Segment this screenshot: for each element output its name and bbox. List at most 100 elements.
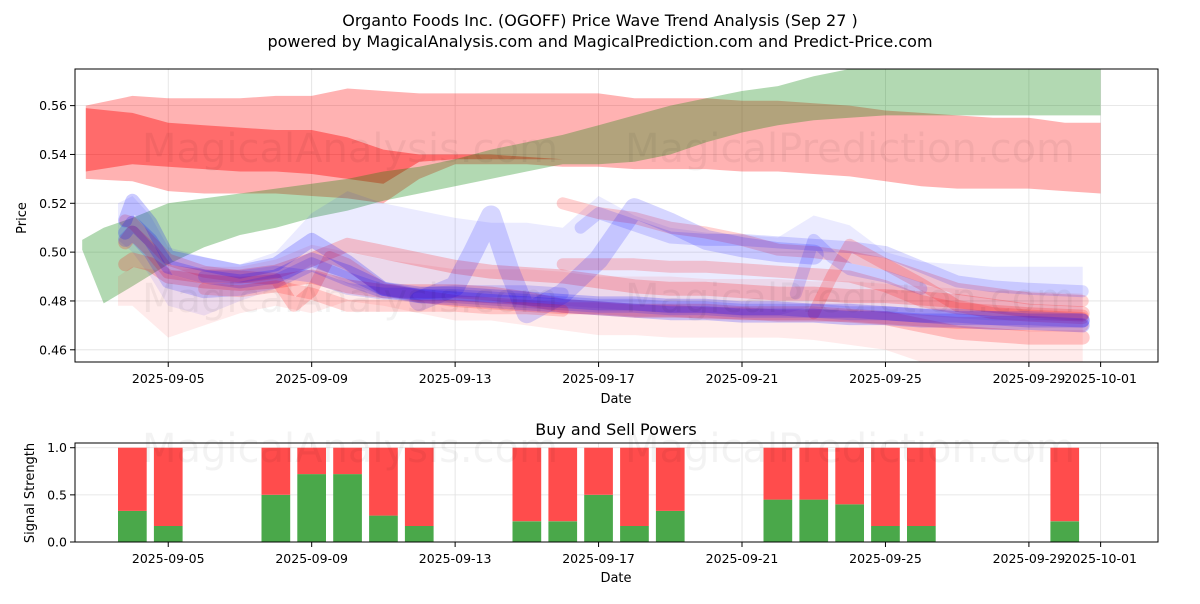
sell-power-bar [655, 447, 685, 511]
price-y-tick-label: 0.48 [39, 293, 67, 308]
signal-x-tick-label: 2025-09-25 [849, 551, 922, 566]
price-wave-line-blue-10 [118, 225, 1090, 328]
signal-bars [118, 447, 1080, 542]
sell-power-bar [548, 447, 578, 522]
signal-x-tick-label: 2025-10-01 [1064, 551, 1137, 566]
watermark-right-top: MagicalPrediction.com [625, 126, 1075, 172]
watermark-left-mid: MagicalAnalysis.com [142, 276, 558, 322]
price-grid [75, 69, 1158, 362]
signal-chart-title: Buy and Sell Powers [535, 420, 697, 439]
signal-chart: Buy and Sell Powers MagicalAnalysis.com … [23, 420, 1159, 586]
sell-power-bar [333, 447, 362, 475]
buy-power-bar [871, 526, 900, 542]
price-wave-line-blue-12 [198, 265, 569, 300]
buy-power-bar [835, 504, 864, 542]
price-axes-frame [74, 68, 1159, 363]
signal-y-tick-label: 1.0 [47, 440, 67, 455]
price-band-red-0 [85, 88, 1101, 204]
price-x-tick-label: 2025-09-29 [993, 371, 1066, 386]
chart-title-line1: Organto Foods Inc. (OGOFF) Price Wave Tr… [342, 11, 858, 30]
price-wave-line-red-6 [118, 252, 1090, 345]
price-x-tick-label: 2025-09-17 [562, 371, 635, 386]
chart-title-line2: powered by MagicalAnalysis.com and Magic… [267, 32, 932, 51]
sell-power-bar [584, 447, 613, 495]
buy-power-bar [512, 521, 542, 542]
sell-power-bar [512, 447, 542, 522]
sell-power-bar [153, 447, 183, 526]
price-wave-line-blue-2 [574, 207, 1089, 298]
price-band-red-1 [85, 108, 599, 184]
price-band-green-2 [82, 69, 1101, 304]
price-y-tick-label: 0.46 [39, 342, 67, 357]
signal-x-tick-label: 2025-09-09 [275, 551, 348, 566]
signal-x-tick-label: 2025-09-21 [706, 551, 779, 566]
signal-x-axis: 2025-09-05 2025-09-09 2025-09-13 2025-09-17… [132, 542, 1137, 566]
price-wave-line-blue-8 [118, 193, 1090, 333]
signal-y-tick-label: 0.0 [47, 535, 67, 550]
sell-power-bar [799, 447, 829, 500]
sell-power-bar [297, 447, 326, 475]
signal-x-tick-label: 2025-09-13 [419, 551, 492, 566]
price-wave-line-red-3 [807, 238, 1089, 325]
watermark-left-top: MagicalAnalysis.com [142, 126, 558, 172]
price-y-tick-label: 0.50 [39, 245, 67, 260]
price-x-tick-label: 2025-09-05 [132, 371, 205, 386]
price-band-red-4 [118, 244, 1083, 362]
sell-power-bar [369, 447, 398, 516]
price-x-tick-label: 2025-09-21 [706, 371, 779, 386]
price-wave-line-red-7 [119, 214, 1089, 332]
price-x-axis: 2025-09-05 2025-09-09 2025-09-13 2025-09-17… [132, 362, 1137, 386]
price-x-axis-label: Date [600, 392, 631, 407]
price-wave-line-blue-9 [118, 215, 1090, 328]
price-wave-line-blue-11 [409, 198, 824, 324]
watermark-right-mid: MagicalPrediction.com [625, 276, 1075, 322]
price-x-tick-label: 2025-09-13 [419, 371, 492, 386]
price-wave-line-red-13 [198, 280, 569, 317]
buy-power-bar [620, 526, 649, 542]
price-wave-line-red-0 [556, 197, 1089, 307]
price-bands [82, 69, 1101, 362]
price-y-tick-label: 0.52 [39, 196, 67, 211]
price-x-tick-label: 2025-09-09 [275, 371, 348, 386]
buy-power-bar [584, 494, 613, 542]
sell-power-bar [620, 447, 649, 526]
signal-x-tick-label: 2025-09-05 [132, 551, 205, 566]
buy-power-bar [655, 510, 685, 542]
sell-power-bar [118, 447, 147, 511]
signal-x-tick-label: 2025-09-17 [562, 551, 635, 566]
price-lines [118, 193, 1090, 345]
sell-power-bar [1050, 447, 1080, 522]
buy-power-bar [261, 494, 291, 542]
price-y-tick-label: 0.56 [39, 98, 67, 113]
price-band-blue-3 [118, 191, 1083, 321]
signal-y-tick-label: 0.5 [47, 487, 67, 502]
sell-power-bar [763, 447, 793, 500]
price-y-tick-label: 0.54 [39, 147, 67, 162]
signal-axes-frame [74, 442, 1159, 543]
buy-power-bar [548, 521, 578, 542]
sell-power-bar [871, 447, 900, 526]
sell-power-bar [404, 447, 434, 526]
signal-y-axis-label: Signal Strength [23, 443, 38, 543]
price-wave-line-blue-4 [789, 233, 928, 300]
watermark-right-bottom: MagicalPrediction.com [625, 426, 1075, 472]
signal-y-axis: 0.0 0.5 1.0 [47, 440, 75, 550]
buy-power-bar [369, 515, 398, 542]
price-chart: MagicalAnalysis.com MagicalPrediction.co… [15, 68, 1159, 407]
watermark-left-bottom: MagicalAnalysis.com [142, 426, 558, 472]
signal-x-tick-label: 2025-09-29 [993, 551, 1066, 566]
buy-power-bar [297, 474, 326, 542]
signal-x-axis-label: Date [600, 571, 631, 586]
price-wave-line-red-1 [556, 258, 1089, 322]
sell-power-bar [907, 447, 936, 526]
buy-power-bar [799, 499, 829, 542]
price-wave-line-red-5 [118, 225, 1090, 321]
price-y-axis-label: Price [15, 202, 30, 234]
sell-power-bar [835, 447, 864, 505]
buy-power-bar [763, 499, 793, 542]
price-x-tick-label: 2025-10-01 [1064, 371, 1137, 386]
buy-power-bar [1050, 521, 1080, 542]
price-x-tick-label: 2025-09-25 [849, 371, 922, 386]
buy-power-bar [153, 526, 183, 542]
